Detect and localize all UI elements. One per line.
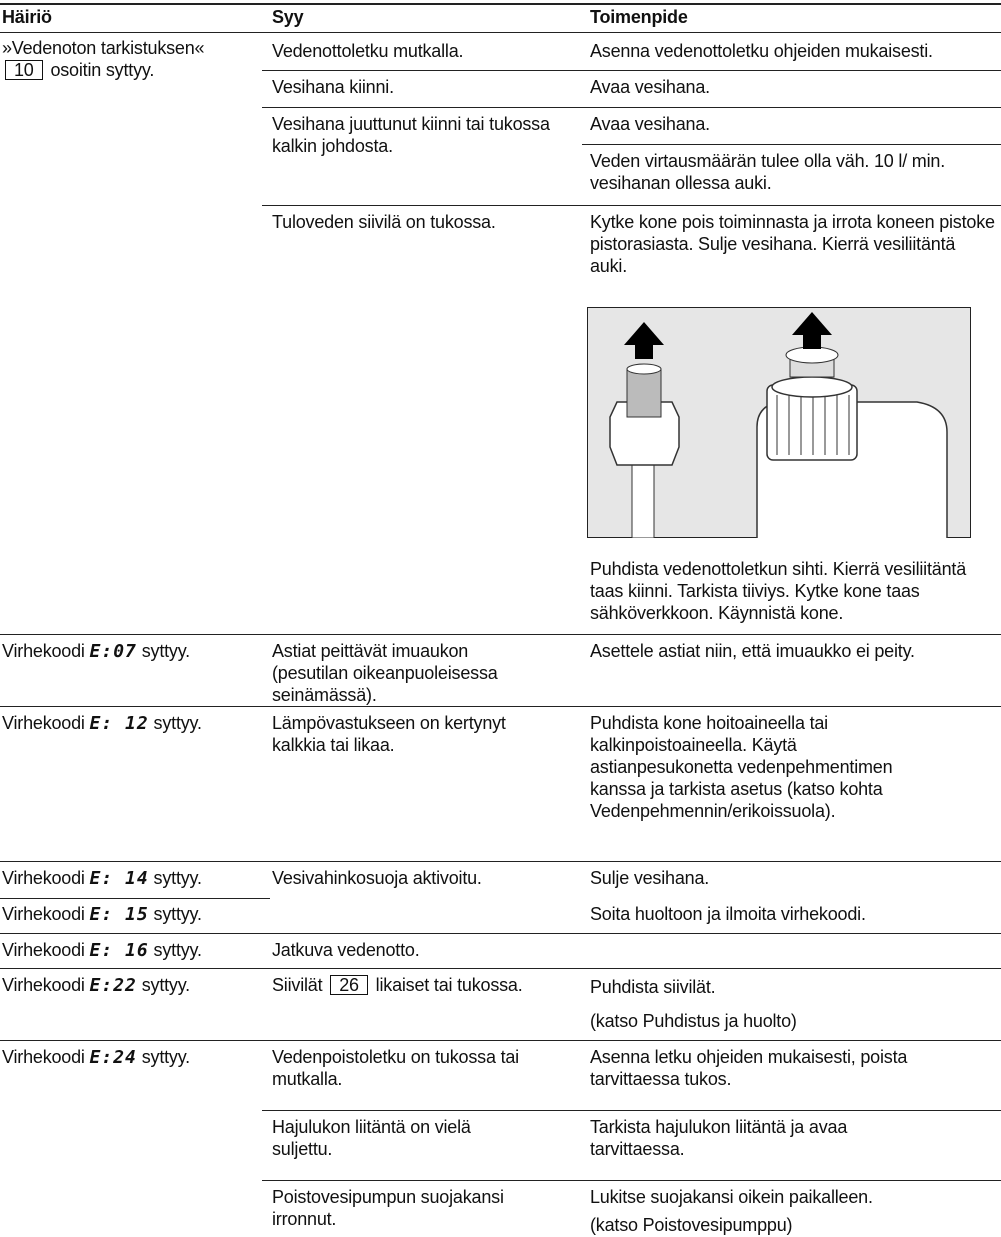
text: Virhekoodi — [2, 868, 85, 888]
problem: Virhekoodi E:22 syttyy. — [2, 974, 252, 997]
rule — [0, 32, 1001, 33]
code: E: 14 — [89, 868, 149, 889]
rule — [582, 144, 1001, 145]
cause: Vesivahinkosuoja aktivoitu. — [272, 868, 482, 888]
text: Virhekoodi — [2, 904, 85, 924]
text: Virhekoodi — [2, 975, 85, 995]
rule — [262, 205, 1001, 206]
action: (katso Puhdistus ja huolto) — [590, 1011, 797, 1031]
action: Tarkista hajulukon liitäntä ja avaa tarv… — [590, 1117, 848, 1159]
ref: 26 — [330, 975, 368, 995]
text: Virhekoodi — [2, 713, 85, 733]
header: Toimenpide — [590, 7, 688, 27]
rule — [262, 1110, 1001, 1111]
cause: Vedenottoletku mutkalla. — [272, 41, 464, 61]
problem: Virhekoodi E: 12 syttyy. — [2, 712, 252, 735]
cause: Vesihana juuttunut kiinni tai tukossa ka… — [272, 114, 550, 156]
cause: Tuloveden siivilä on tukossa. — [272, 212, 496, 232]
cause: Astiat peittävät imuaukon (pesutilan oik… — [272, 641, 498, 705]
problem: Virhekoodi E: 15 syttyy. — [2, 903, 252, 926]
problem: Virhekoodi E:24 syttyy. — [2, 1046, 252, 1069]
problem: Virhekoodi E:07 syttyy. — [2, 640, 252, 663]
rule — [0, 1040, 1001, 1041]
cause: Poistovesipumpun suojakansi irronnut. — [272, 1187, 504, 1229]
action: Kytke kone pois toiminnasta ja irrota ko… — [590, 212, 995, 276]
action: Asenna letku ohjeiden mukaisesti, poista… — [590, 1047, 908, 1089]
text: osoitin syttyy. — [50, 60, 155, 80]
rule — [262, 1180, 1001, 1181]
action: Asenna vedenottoletku ohjeiden mukaisest… — [590, 41, 933, 61]
problem: »Vedenoton tarkistuksen« 10 osoitin sytt… — [2, 37, 252, 81]
header: Syy — [272, 7, 304, 27]
text: syttyy. — [153, 868, 202, 888]
rule — [0, 706, 1001, 707]
action: (katso Poistovesipumppu) — [590, 1215, 793, 1235]
code: E:22 — [89, 975, 137, 996]
text: syttyy. — [153, 940, 202, 960]
text: Virhekoodi — [2, 641, 85, 661]
code: E: 16 — [89, 940, 149, 961]
text: syttyy. — [141, 1047, 190, 1067]
text: Virhekoodi — [2, 1047, 85, 1067]
text: syttyy. — [153, 904, 202, 924]
code: E: 12 — [89, 713, 149, 734]
cause: Jatkuva vedenotto. — [272, 940, 420, 960]
action: Avaa vesihana. — [590, 77, 710, 97]
action: Veden virtausmäärän tulee olla väh. 10 l… — [590, 151, 946, 193]
cause: Vesihana kiinni. — [272, 77, 394, 97]
rule — [0, 933, 1001, 934]
action: Asettele astiat niin, että imuaukko ei p… — [590, 641, 915, 661]
rule — [0, 898, 270, 899]
code: E:07 — [89, 641, 137, 662]
text: »Vedenoton tarkistuksen« — [2, 38, 205, 58]
text: syttyy. — [141, 641, 190, 661]
problem: Virhekoodi E: 14 syttyy. — [2, 867, 252, 890]
cause: Lämpövastukseen on kertynyt kalkkia tai … — [272, 713, 506, 755]
action: Soita huoltoon ja ilmoita virhekoodi. — [590, 904, 866, 924]
action: Puhdista siivilät. — [590, 977, 716, 997]
rule — [0, 3, 1001, 5]
header: Häiriö — [2, 7, 52, 27]
action: Puhdista kone hoitoaineella tai kalkinpo… — [590, 713, 893, 821]
rule — [0, 634, 1001, 635]
action: Avaa vesihana. — [590, 114, 710, 134]
cause: Siivilät 26 likaiset tai tukossa. — [272, 974, 572, 996]
rule — [0, 968, 1001, 969]
problem: Virhekoodi E: 16 syttyy. — [2, 939, 252, 962]
text: syttyy. — [141, 975, 190, 995]
code: E:24 — [89, 1047, 137, 1068]
rule — [0, 861, 1001, 862]
text: Virhekoodi — [2, 940, 85, 960]
rule — [262, 107, 1001, 108]
code: E: 15 — [89, 904, 149, 925]
text: syttyy. — [153, 713, 202, 733]
cause: Hajulukon liitäntä on vielä suljettu. — [272, 1117, 471, 1159]
rule — [262, 70, 1001, 71]
text: likaiset tai tukossa. — [375, 975, 523, 995]
illustration — [587, 307, 971, 538]
action: Puhdista vedenottoletkun sihti. Kierrä v… — [590, 559, 967, 623]
ref: 10 — [5, 60, 43, 80]
action: Lukitse suojakansi oikein paikalleen. — [590, 1187, 873, 1207]
cause: Vedenpoistoletku on tukossa tai mutkalla… — [272, 1047, 519, 1089]
action: Sulje vesihana. — [590, 868, 710, 888]
text: Siivilät — [272, 975, 323, 995]
